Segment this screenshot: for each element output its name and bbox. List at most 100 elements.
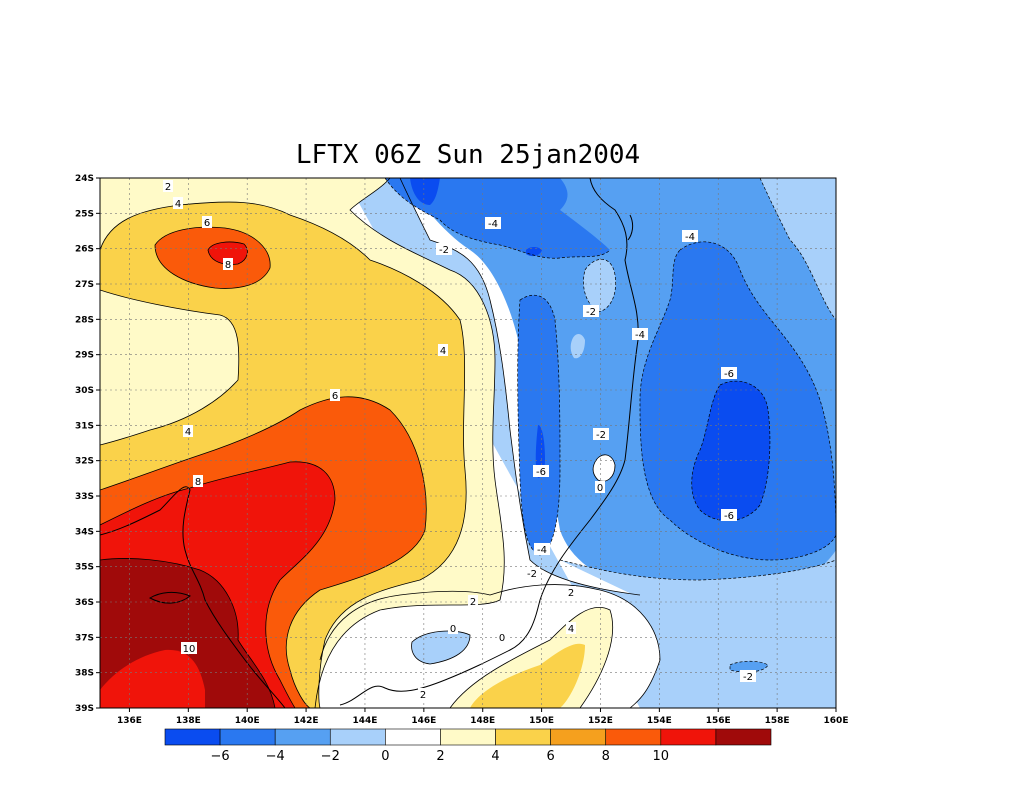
colorbar-label: −4 (266, 749, 285, 764)
colorbar-swatch (495, 728, 551, 746)
contour-label: 8 (223, 258, 233, 271)
svg-text:-4: -4 (537, 545, 547, 556)
contour-label: 4 (183, 425, 193, 438)
negative-contour-lines (384, 178, 836, 673)
contour-label: 0 (497, 631, 507, 644)
svg-text:6: 6 (332, 391, 338, 402)
lat-label: 30S (75, 386, 94, 396)
contour-label: -2 (583, 305, 599, 318)
colorbar-label: 6 (546, 749, 554, 764)
lon-label: 150E (529, 716, 554, 726)
fill-lt-minus6-east (691, 381, 770, 521)
lat-label: 32S (75, 457, 94, 467)
svg-text:4: 4 (185, 427, 191, 438)
contour-label: -6 (721, 367, 737, 380)
lon-label: 146E (411, 716, 436, 726)
svg-text:10: 10 (183, 644, 196, 655)
contour-label: 8 (193, 475, 203, 488)
lat-label: 25S (75, 209, 94, 219)
lon-label: 144E (352, 716, 377, 726)
contour-label: 4 (438, 344, 448, 357)
svg-text:-2: -2 (586, 307, 596, 318)
fill-minus2-to-0-hole4 (730, 661, 768, 673)
svg-text:-2: -2 (527, 569, 537, 580)
fill-lt-minus6-north (410, 178, 440, 205)
grid-lines (100, 178, 836, 708)
svg-text:4: 4 (440, 346, 446, 357)
lon-label: 154E (647, 716, 672, 726)
contour-label: 2 (566, 586, 576, 599)
lon-label: 152E (588, 716, 613, 726)
colorbar-swatch (329, 728, 386, 746)
svg-text:-4: -4 (635, 330, 645, 341)
colorbar-swatch (715, 728, 772, 746)
contour-label: -6 (721, 509, 737, 522)
colorbar-swatch (660, 728, 717, 746)
map-title: LFTX 06Z Sun 25jan2004 (295, 140, 641, 170)
colorbar-label: 4 (491, 749, 499, 764)
colorbar-swatch (219, 728, 276, 746)
fill-4-to-6-south (470, 643, 585, 708)
contour-label: 10 (181, 642, 197, 655)
fill-lt-minus6-central (535, 425, 545, 478)
contour-label: 0 (595, 481, 605, 494)
lon-label: 148E (470, 716, 495, 726)
svg-text:4: 4 (568, 624, 574, 635)
contour-label: 2 (468, 595, 478, 608)
contour-label: -4 (632, 328, 648, 341)
lat-label: 28S (75, 315, 94, 325)
colorbar: −6 −4 −2 0 2 4 6 8 10 (164, 728, 772, 764)
svg-text:-2: -2 (743, 672, 753, 683)
fill-8-to-10-nw (208, 242, 248, 265)
colorbar-label: 0 (381, 749, 389, 764)
svg-text:6: 6 (204, 218, 210, 229)
svg-text:0: 0 (450, 624, 456, 635)
contour-label: -4 (485, 217, 501, 230)
contour-label: 4 (173, 197, 183, 210)
lat-label: 31S (75, 421, 94, 431)
lat-label: 27S (75, 280, 94, 290)
axes: 24S 25S 26S 27S 28S 29S 30S 31S 32S 33S 34S 35S 36S 3… (75, 174, 848, 726)
plot-frame (99, 177, 837, 709)
fill-0-to-2-pocket (593, 454, 615, 482)
lon-label: 138E (176, 716, 201, 726)
contour-label: -2 (593, 428, 609, 441)
fill-minus2-to-0-se (560, 560, 836, 708)
svg-text:-2: -2 (439, 245, 449, 256)
svg-text:2: 2 (165, 182, 171, 193)
lat-label: 34S (75, 527, 94, 537)
contour-label: 2 (163, 180, 173, 193)
colorbar-label: −2 (321, 749, 340, 764)
lat-label: 37S (75, 633, 94, 643)
contour-label: 6 (330, 389, 340, 402)
svg-text:-6: -6 (536, 467, 546, 478)
lat-label: 24S (75, 174, 94, 184)
lat-label: 35S (75, 563, 94, 573)
svg-text:-4: -4 (488, 219, 498, 230)
colorbar-label: −6 (211, 749, 230, 764)
svg-text:2: 2 (568, 588, 574, 599)
svg-text:-2: -2 (596, 430, 606, 441)
svg-text:-6: -6 (724, 369, 734, 380)
lon-label: 160E (824, 716, 849, 726)
svg-text:4: 4 (175, 199, 181, 210)
contour-label: 0 (448, 622, 458, 635)
lat-label: 29S (75, 351, 94, 361)
colorbar-label: 2 (436, 749, 444, 764)
contour-lines (100, 178, 661, 708)
lon-label: 140E (235, 716, 260, 726)
lat-label: 38S (75, 669, 94, 679)
contour-label: 4 (566, 622, 576, 635)
contour-label: -2 (436, 243, 452, 256)
lat-label: 26S (75, 245, 94, 255)
colorbar-swatch (274, 728, 331, 746)
fill-2-to-4-nw (100, 290, 239, 445)
svg-text:-6: -6 (724, 511, 734, 522)
contour-label: 2 (418, 688, 428, 701)
svg-text:2: 2 (470, 597, 476, 608)
colorbar-swatch (605, 728, 662, 746)
svg-text:2: 2 (420, 690, 426, 701)
svg-text:8: 8 (225, 260, 231, 271)
lon-label: 136E (117, 716, 142, 726)
